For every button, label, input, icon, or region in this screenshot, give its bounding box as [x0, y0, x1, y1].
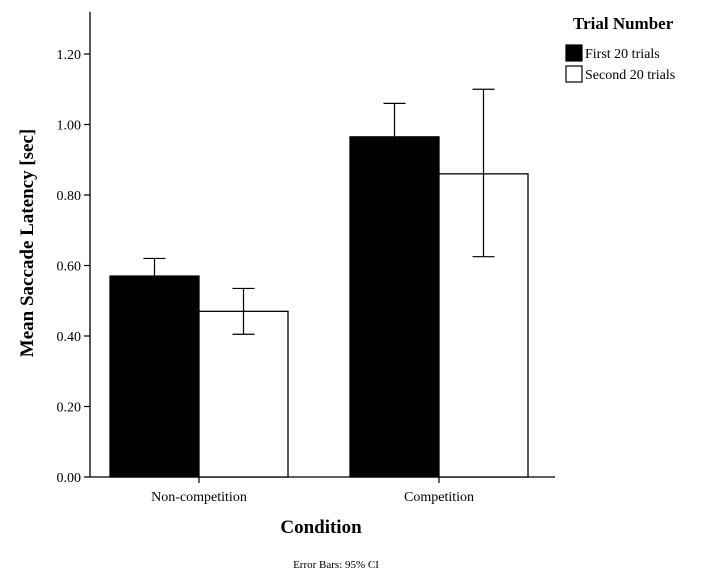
legend-label: Second 20 trials: [585, 68, 675, 83]
y-tick-label: 1.20: [57, 48, 82, 63]
x-tick-labels: Non-competition Competition: [151, 490, 474, 505]
legend-swatch: [565, 44, 583, 62]
footnote: Error Bars: 95% CI: [293, 559, 379, 571]
bar: [198, 310, 289, 478]
bar: [349, 136, 440, 478]
y-axis-title: Mean Saccade Latency [sec]: [17, 129, 38, 357]
y-tick-label: 0.00: [57, 471, 82, 486]
y-tick-label: 1.00: [57, 119, 82, 134]
bar: [109, 275, 200, 478]
legend-label: First 20 trials: [585, 47, 660, 62]
legend: Trial Number First 20 trials Second 20 tr…: [565, 14, 675, 83]
x-tick-label: Non-competition: [151, 490, 247, 505]
y-tick-label: 0.80: [57, 189, 82, 204]
bars: [109, 136, 529, 478]
error-bars: [143, 88, 495, 335]
legend-swatch: [565, 65, 583, 83]
y-tick-label: 0.40: [57, 330, 82, 345]
x-axis-title: Condition: [280, 517, 362, 538]
y-tick-labels: 0.00 0.20 0.40 0.60 0.80 1.00 1.20: [57, 48, 82, 486]
y-tick-label: 0.60: [57, 260, 82, 275]
legend-title: Trial Number: [573, 14, 674, 33]
y-tick-label: 0.20: [57, 401, 82, 416]
x-tick-label: Competition: [404, 490, 474, 505]
